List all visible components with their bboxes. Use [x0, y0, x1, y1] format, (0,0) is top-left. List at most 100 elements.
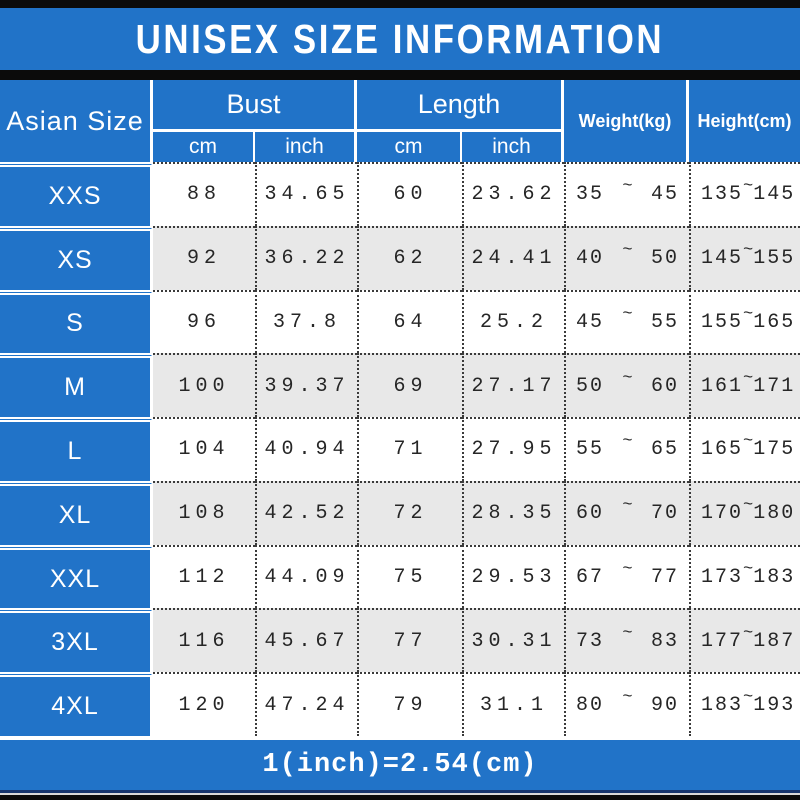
weight-max: 55	[650, 310, 679, 334]
weight-min: 45	[576, 310, 605, 334]
height-range: 165 ~ 175	[689, 417, 800, 481]
height-max: 187	[753, 629, 796, 653]
weight-max: 65	[650, 438, 679, 462]
bust-cm-value: 108	[153, 480, 255, 545]
weight-range: 67 ~ 77	[564, 544, 689, 609]
tilde-separator: ~	[743, 496, 754, 516]
length-inch-value: 30.31	[462, 608, 564, 673]
length-cm-value: 77	[357, 608, 462, 673]
height-min: 135	[701, 183, 744, 207]
column-header-height: Height(cm)	[689, 80, 800, 162]
length-inch-value: 27.95	[462, 417, 564, 481]
length-cm-value: 71	[357, 417, 462, 481]
column-header-weight: Weight(kg)	[564, 80, 689, 162]
weight-min: 80	[576, 693, 605, 717]
weight-range: 73 ~ 83	[564, 608, 689, 673]
bottom-navy-line	[0, 790, 800, 793]
bust-inch-value: 40.94	[255, 417, 357, 481]
bust-cm-value: 100	[153, 353, 255, 418]
height-min: 161	[701, 374, 744, 398]
bust-cm-value: 104	[153, 417, 255, 481]
bust-inch-value: 42.52	[255, 480, 357, 545]
bottom-frame-bar	[0, 795, 800, 800]
height-range: 155 ~ 165	[689, 289, 800, 354]
bust-inch-value: 39.37	[255, 353, 357, 418]
size-table: Asian Size Bust Length cm inch cm inch W…	[0, 80, 800, 736]
tilde-separator: ~	[622, 177, 633, 197]
size-label: S	[0, 289, 153, 354]
height-max: 183	[753, 566, 796, 590]
height-range: 161 ~ 171	[689, 353, 800, 418]
weight-max: 77	[650, 566, 679, 590]
height-max: 155	[753, 247, 796, 271]
tilde-separator: ~	[743, 560, 754, 580]
tilde-separator: ~	[622, 560, 633, 580]
bust-cm-value: 120	[153, 672, 255, 736]
bust-cm-value: 92	[153, 225, 255, 290]
weight-max: 90	[650, 693, 679, 717]
height-min: 145	[701, 247, 744, 271]
tilde-separator: ~	[743, 432, 754, 452]
weight-max: 50	[650, 247, 679, 271]
tilde-separator: ~	[622, 304, 633, 324]
weight-min: 55	[576, 438, 605, 462]
bust-inch-value: 34.65	[255, 162, 357, 226]
conversion-note: 1(inch)=2.54(cm)	[262, 750, 538, 780]
weight-range: 50 ~ 60	[564, 353, 689, 418]
bottom-light-line	[0, 793, 800, 795]
tilde-separator: ~	[743, 304, 754, 324]
height-range: 145 ~ 155	[689, 225, 800, 290]
height-min: 170	[701, 502, 744, 526]
height-max: 145	[753, 183, 796, 207]
height-range: 173 ~ 183	[689, 544, 800, 609]
weight-min: 60	[576, 502, 605, 526]
height-min: 183	[701, 693, 744, 717]
weight-max: 60	[650, 374, 679, 398]
size-label: XXL	[0, 544, 153, 609]
length-inch-value: 23.62	[462, 162, 564, 226]
size-label: 4XL	[0, 672, 153, 736]
height-min: 165	[701, 438, 744, 462]
column-group-length: Length	[357, 80, 564, 132]
height-max: 180	[753, 502, 796, 526]
bust-cm-value: 88	[153, 162, 255, 226]
corner-header-asian-size: Asian Size	[0, 80, 153, 162]
bust-cm-value: 116	[153, 608, 255, 673]
weight-min: 50	[576, 374, 605, 398]
length-inch-value: 25.2	[462, 289, 564, 354]
length-inch-value: 31.1	[462, 672, 564, 736]
height-range: 170 ~ 180	[689, 480, 800, 545]
footer-separator	[0, 736, 800, 740]
subheader-bust-inch: inch	[255, 132, 357, 162]
size-label: L	[0, 417, 153, 481]
weight-range: 60 ~ 70	[564, 480, 689, 545]
size-label: M	[0, 353, 153, 418]
page-title: UNISEX SIZE INFORMATION	[135, 15, 665, 62]
tilde-separator: ~	[743, 177, 754, 197]
bust-inch-value: 45.67	[255, 608, 357, 673]
tilde-separator: ~	[622, 496, 633, 516]
tilde-separator: ~	[622, 241, 633, 261]
height-max: 165	[753, 310, 796, 334]
weight-min: 40	[576, 247, 605, 271]
length-cm-value: 75	[357, 544, 462, 609]
tilde-separator: ~	[743, 623, 754, 643]
length-inch-value: 29.53	[462, 544, 564, 609]
height-max: 175	[753, 438, 796, 462]
height-max: 171	[753, 374, 796, 398]
conversion-note-bar: 1(inch)=2.54(cm)	[0, 740, 800, 790]
weight-max: 83	[650, 629, 679, 653]
tilde-separator: ~	[743, 687, 754, 707]
height-min: 177	[701, 629, 744, 653]
subheader-length-cm: cm	[357, 132, 462, 162]
size-label: 3XL	[0, 608, 153, 673]
bust-inch-value: 37.8	[255, 289, 357, 354]
weight-min: 67	[576, 566, 605, 590]
tilde-separator: ~	[622, 687, 633, 707]
weight-range: 40 ~ 50	[564, 225, 689, 290]
length-cm-value: 79	[357, 672, 462, 736]
tilde-separator: ~	[622, 623, 633, 643]
bust-inch-value: 47.24	[255, 672, 357, 736]
height-min: 155	[701, 310, 744, 334]
